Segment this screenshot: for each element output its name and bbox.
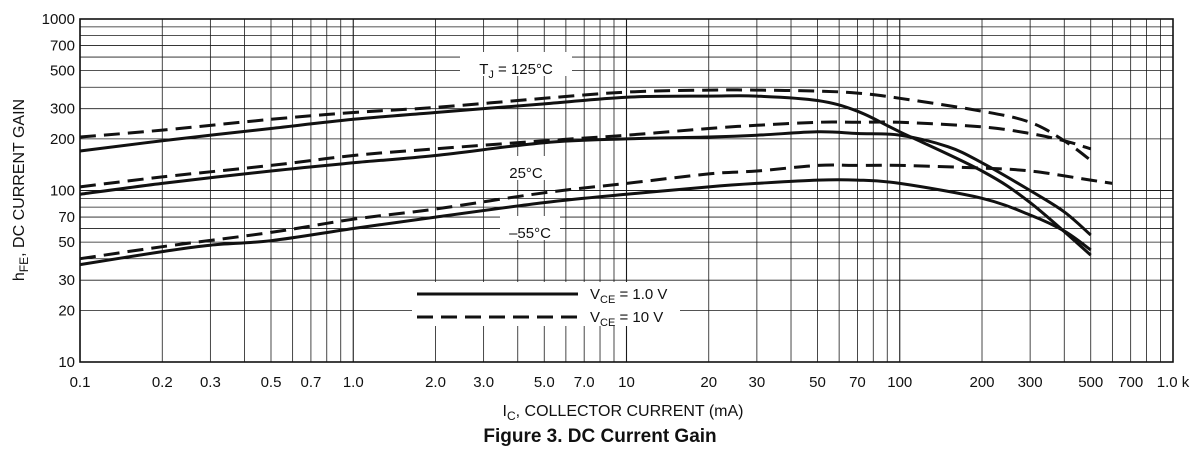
legend-box: [412, 282, 680, 326]
x-tick-label: 1.0: [343, 374, 364, 391]
series-line-1: [79, 94, 1092, 257]
y-tick-label: 1000: [42, 11, 75, 28]
y-tick-label: 30: [58, 272, 75, 289]
x-tick-label: 100: [887, 374, 912, 391]
x-tick-label: 20: [700, 374, 717, 391]
y-tick-label: 50: [58, 234, 75, 251]
annotation-tj-125: TJ = 125°C: [479, 61, 553, 81]
series-line-3: [79, 130, 1092, 237]
x-tick-label: 10: [618, 374, 635, 391]
series-line-2: [79, 88, 1092, 162]
x-tick-label: 0.3: [200, 374, 221, 391]
x-tick-label: 200: [969, 374, 994, 391]
y-axis-title: hFE, DC CURRENT GAIN: [11, 99, 31, 281]
annotation-t-25: 25°C: [509, 165, 543, 182]
x-tick-label: 50: [809, 374, 826, 391]
figure-title: Figure 3. DC Current Gain: [483, 426, 717, 447]
legend: VCE = 1.0 V VCE = 10 V: [412, 282, 680, 329]
x-tick-label: 700: [1118, 374, 1143, 391]
y-tick-label: 500: [50, 63, 75, 80]
x-tick-label: 70: [849, 374, 866, 391]
annotation-bg: [460, 52, 572, 76]
x-tick-label: 0.5: [261, 374, 282, 391]
series-line-4: [79, 120, 1092, 189]
plot-frame: [79, 18, 1174, 363]
gain-curves: [79, 88, 1113, 267]
x-tick-label: 300: [1018, 374, 1043, 391]
y-tick-labels: 10 20 30 50 70 100 200 300 500 700 1000: [42, 11, 75, 371]
y-tick-label: 70: [58, 209, 75, 226]
y-tick-label: 20: [58, 302, 75, 319]
x-tick-label: 3.0: [473, 374, 494, 391]
legend-label-solid: VCE = 1.0 V: [590, 286, 667, 306]
y-tick-label: 700: [50, 38, 75, 55]
x-axis-title: IC, COLLECTOR CURRENT (mA): [503, 403, 744, 423]
y-tick-label: 10: [58, 354, 75, 371]
curve-annotations: TJ = 125°C 25°C –55°C: [460, 52, 572, 242]
series-line-5: [79, 178, 1092, 267]
y-tick-label: 200: [50, 131, 75, 148]
x-tick-label: 30: [749, 374, 766, 391]
x-tick-label: 0.2: [152, 374, 173, 391]
x-tick-label: 7.0: [574, 374, 595, 391]
x-tick-label: 500: [1078, 374, 1103, 391]
annotation-t-55: –55°C: [509, 225, 551, 242]
x-tick-label: 1.0 k: [1157, 374, 1190, 391]
annotation-bg: [500, 216, 560, 240]
annotation-bg: [499, 156, 553, 180]
legend-label-dashed: VCE = 10 V: [590, 309, 663, 329]
x-tick-label: 0.7: [300, 374, 321, 391]
x-tick-label: 5.0: [534, 374, 555, 391]
y-tick-label: 300: [50, 101, 75, 118]
x-tick-label: 0.1: [70, 374, 91, 391]
x-tick-label: 2.0: [425, 374, 446, 391]
series-line-6: [79, 163, 1113, 261]
x-tick-labels: 0.1 0.2 0.3 0.5 0.7 1.0 2.0 3.0 5.0 7.0 10 20 30 50 70…: [70, 374, 1190, 391]
y-tick-label: 100: [50, 183, 75, 200]
